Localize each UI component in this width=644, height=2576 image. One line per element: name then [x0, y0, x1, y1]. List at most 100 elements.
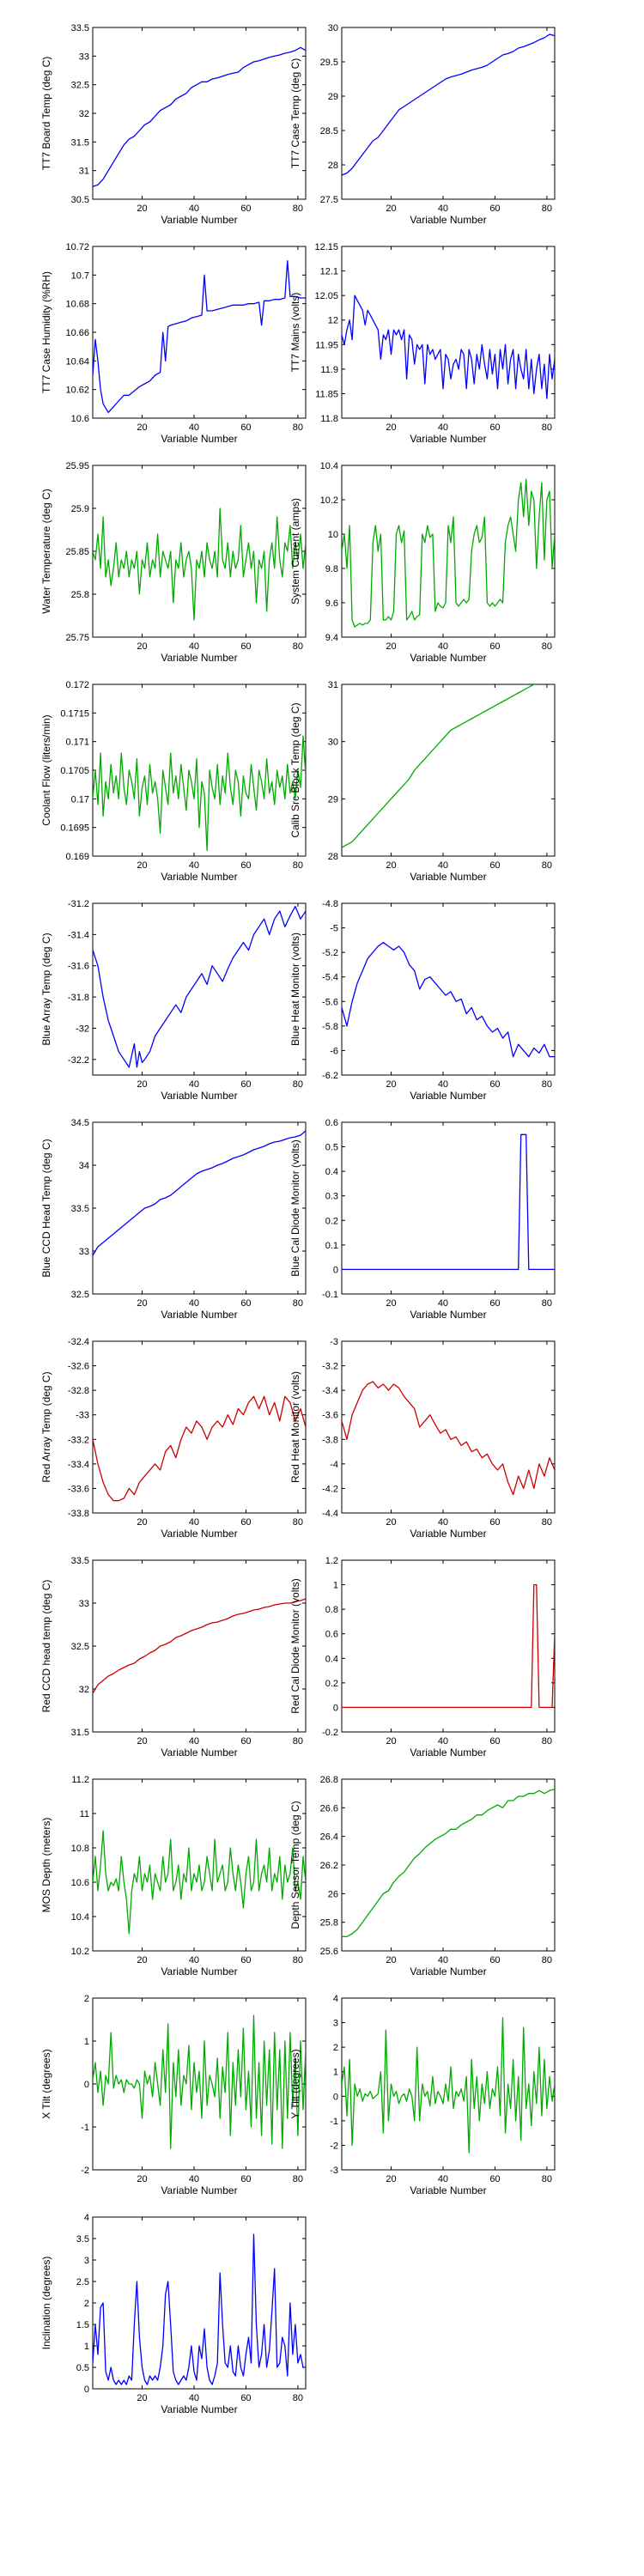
y-tick-label: 29 — [328, 794, 338, 805]
y-axis-label: System Current (amps) — [289, 498, 301, 605]
y-tick-label: 10.7 — [71, 270, 89, 281]
chart-calib-src-block-temp: 28 29 30 31 20 40 60 80 Variable Number Calib Src… — [289, 680, 556, 883]
chart-y-tilt: -3 -2 -1 0 1 2 3 4 20 40 60 80 Variable Number Y Tilt… — [289, 1994, 556, 2196]
chart-system-current: 9.4 9.6 9.8 10 10.2 10.4 20 40 60 80 Variable Numb… — [289, 461, 556, 664]
x-tick-label: 40 — [438, 1079, 448, 1090]
y-tick-label: -31.8 — [68, 993, 89, 1003]
y-tick-label: -3.4 — [322, 1386, 338, 1396]
y-tick-label: 9.6 — [325, 598, 338, 609]
y-tick-label: 10.2 — [71, 1947, 89, 1957]
y-tick-label: 3.5 — [76, 2234, 89, 2245]
x-tick-label: 60 — [240, 1079, 251, 1090]
x-tick-label: 20 — [386, 860, 396, 871]
y-tick-label: 10.68 — [65, 300, 89, 310]
y-tick-label: 0.3 — [325, 1192, 338, 1202]
y-tick-label: 0.4 — [325, 1654, 338, 1664]
y-tick-label: 0.8 — [325, 1605, 338, 1615]
y-tick-label: 3 — [333, 2019, 338, 2029]
y-tick-label: 25.8 — [71, 590, 89, 600]
y-tick-label: 2 — [333, 2043, 338, 2053]
y-tick-label: -33.4 — [68, 1460, 89, 1470]
plot-frame — [341, 683, 556, 857]
x-tick-label: 60 — [240, 204, 251, 214]
x-tick-label: 60 — [240, 2174, 251, 2184]
x-tick-label: 60 — [240, 1736, 251, 1747]
series-line-x-tilt — [93, 2014, 306, 2149]
y-tick-label: 32.5 — [71, 1290, 89, 1300]
series-line-red-cal-diode-monitor — [342, 1583, 555, 1709]
y-tick-label: 0.169 — [65, 852, 89, 862]
x-tick-label: 40 — [189, 1079, 199, 1090]
x-tick-label: 20 — [386, 1079, 396, 1090]
series-line-blue-array-temp — [93, 905, 306, 1068]
chart-blue-ccd-head-temp: 32.5 33 33.5 34 34.5 20 40 60 80 Variable Number B… — [40, 1118, 307, 1321]
x-tick-label: 60 — [489, 204, 500, 214]
y-tick-label: 3 — [84, 2256, 89, 2266]
x-tick-label: 20 — [386, 1736, 396, 1747]
x-tick-label: 60 — [489, 422, 500, 433]
x-tick-label: 40 — [438, 1298, 448, 1309]
x-tick-label: 80 — [542, 204, 552, 214]
y-tick-label: 25.75 — [65, 633, 89, 643]
plot-frame — [341, 902, 556, 1076]
x-tick-label: 40 — [438, 2174, 448, 2184]
x-axis-label: Variable Number — [161, 1090, 237, 1102]
y-tick-label: 28 — [328, 161, 338, 171]
y-tick-label: 0.2 — [325, 1679, 338, 1689]
x-tick-label: 20 — [137, 641, 147, 652]
y-axis-label: Red CCD head temp (deg C) — [40, 1580, 52, 1713]
chart-tt7-case-temp: 27.5 28 28.5 29 29.5 30 20 40 60 80 Variable Numbe… — [289, 23, 556, 226]
x-axis-label: Variable Number — [410, 652, 486, 664]
y-axis-label: Blue Heat Monitor (volts) — [289, 933, 301, 1046]
x-tick-label: 60 — [240, 1298, 251, 1309]
y-tick-label: 25.9 — [71, 504, 89, 514]
x-tick-label: 40 — [438, 1736, 448, 1747]
x-tick-label: 40 — [189, 204, 199, 214]
y-tick-label: 26.4 — [320, 1832, 338, 1843]
x-axis-label: Variable Number — [410, 1528, 486, 1540]
y-tick-label: 10.6 — [71, 1878, 89, 1888]
x-tick-label: 20 — [386, 1298, 396, 1309]
y-tick-label: 2.5 — [76, 2277, 89, 2287]
x-tick-label: 20 — [137, 1298, 147, 1309]
x-axis-label: Variable Number — [161, 1747, 237, 1759]
series-line-water-temperature — [93, 507, 306, 621]
x-tick-label: 80 — [293, 204, 303, 214]
y-tick-label: 30 — [328, 23, 338, 33]
plot-frame — [341, 1778, 556, 1952]
y-tick-label: 12.1 — [320, 267, 338, 277]
series-line-red-heat-monitor — [342, 1381, 555, 1496]
y-tick-label: 12.05 — [314, 291, 338, 301]
y-tick-label: 10.6 — [71, 414, 89, 424]
x-axis-label: Variable Number — [161, 652, 237, 664]
x-axis-label: Variable Number — [410, 1309, 486, 1321]
y-tick-label: 25.8 — [320, 1918, 338, 1929]
series-line-coolant-flow — [93, 735, 306, 851]
y-tick-label: -3 — [330, 2166, 338, 2176]
series-line-blue-ccd-head-temp — [93, 1130, 306, 1256]
y-tick-label: -32.2 — [68, 1055, 89, 1066]
y-tick-label: 0 — [333, 2092, 338, 2102]
y-axis-label: Blue CCD Head Temp (deg C) — [40, 1139, 52, 1277]
plot-frame — [92, 27, 307, 200]
x-tick-label: 20 — [137, 2174, 147, 2184]
series-line-mos-depth — [93, 1830, 306, 1935]
y-tick-label: -32.6 — [68, 1362, 89, 1372]
x-tick-label: 20 — [386, 1517, 396, 1528]
y-tick-label: -31.6 — [68, 962, 89, 972]
y-tick-label: 33.5 — [71, 1204, 89, 1214]
x-tick-label: 20 — [137, 1955, 147, 1965]
y-tick-label: 9.8 — [325, 564, 338, 574]
y-tick-label: 11 — [80, 1809, 89, 1820]
x-tick-label: 20 — [137, 2393, 147, 2403]
x-tick-label: 40 — [189, 2393, 199, 2403]
y-tick-label: 0.6 — [325, 1630, 338, 1640]
chart-depth-sensor-temp: 25.6 25.8 26 26.2 26.4 26.6 26.8 20 40 60 80 Variab… — [289, 1775, 556, 1978]
y-tick-label: 26.6 — [320, 1803, 338, 1814]
x-tick-label: 80 — [293, 1955, 303, 1965]
y-tick-label: 32 — [79, 1685, 89, 1695]
y-tick-label: 28.5 — [320, 126, 338, 137]
x-tick-label: 60 — [489, 1736, 500, 1747]
y-axis-label: Blue Array Temp (deg C) — [40, 933, 52, 1045]
